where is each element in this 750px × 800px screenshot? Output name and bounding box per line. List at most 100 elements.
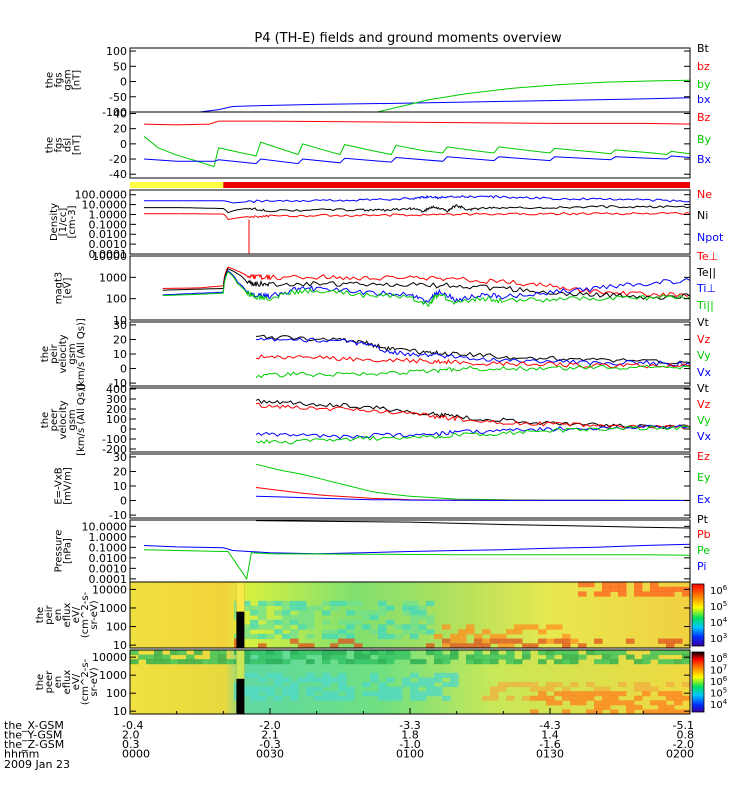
spectrogram-cell <box>450 650 459 656</box>
spectrogram-cell <box>242 659 251 665</box>
spectrogram-cell <box>378 659 387 665</box>
spectrogram-cell <box>450 677 459 683</box>
spectrogram-cell <box>418 682 427 688</box>
spectrogram-cell <box>282 619 291 625</box>
spectrogram-cell <box>610 700 619 706</box>
y-tick-label: -100 <box>102 106 127 119</box>
panel-frame <box>129 111 691 179</box>
spectrogram-cell <box>410 686 419 692</box>
y-axis-label-line: sr-eV) <box>89 667 100 696</box>
spectrogram-cell <box>666 638 675 644</box>
spectrogram-cell <box>578 691 587 697</box>
spectrogram-cell <box>626 700 635 706</box>
spectrogram-cell <box>474 643 483 649</box>
spectrogram-cell <box>370 672 379 678</box>
spectrogram-cell <box>330 629 339 635</box>
spectrogram-cell <box>338 686 347 692</box>
series-line-2 <box>255 354 690 369</box>
series-line-2 <box>255 520 690 529</box>
legend-entry: Ey <box>697 471 711 484</box>
spectrogram-cell <box>554 682 563 688</box>
spectrogram-cell <box>426 643 435 649</box>
spectrogram-cell <box>378 650 387 656</box>
x-axis-tick-label: -0.4 <box>122 719 143 732</box>
spectrogram-cell <box>258 659 267 665</box>
spectrogram-cell <box>602 695 611 701</box>
spectrogram-cell <box>538 629 547 635</box>
x-axis-tick-label: 1.4 <box>541 729 559 742</box>
y-axis-label-line: (cm^2-s- <box>80 658 91 705</box>
y-tick-label: -20 <box>109 153 127 166</box>
x-axis-row-label: the_X-GSM <box>4 719 64 732</box>
spectrogram-cell <box>250 672 259 678</box>
spectrogram-cell <box>602 591 611 597</box>
spectrogram-cell <box>610 586 619 592</box>
panel-peer_spec: 10810710610510410000100010010thepeerenef… <box>35 649 728 718</box>
colorbar-tick-exponent: 5 <box>723 600 727 608</box>
spectrogram-cell <box>290 650 299 656</box>
spectrogram-cell <box>338 638 347 644</box>
spectrogram-cell <box>186 654 195 660</box>
spectrogram-cell <box>370 691 379 697</box>
legend-entry: Ez <box>697 450 710 463</box>
spectrogram-cell <box>346 633 355 640</box>
spectrogram-cell <box>258 633 267 640</box>
spectrogram-cell <box>274 619 283 625</box>
spectrogram-cell <box>546 650 555 656</box>
spectrogram-cell <box>274 672 283 678</box>
spectrogram-cell <box>282 686 291 692</box>
spectrogram-gap <box>236 582 245 648</box>
y-axis-label-line: the <box>45 72 56 88</box>
spectrogram-cell <box>618 591 627 597</box>
y-tick-label: 200 <box>106 403 127 416</box>
spectrogram-gap-top <box>236 582 245 612</box>
spectrogram-cell <box>354 643 363 649</box>
spectrogram-cell <box>274 659 283 665</box>
spectrogram-cell <box>298 643 307 649</box>
x-axis-tick-label: 0030 <box>256 748 284 761</box>
spectrogram-cell <box>554 650 563 656</box>
spectrogram-cell <box>210 659 219 665</box>
spectrogram-cell <box>202 659 211 665</box>
spectrogram-cell <box>146 659 155 665</box>
spectrogram-cell <box>586 582 595 588</box>
spectrogram-cell <box>618 700 627 706</box>
spectrogram-cell <box>250 633 259 640</box>
spectrogram-cell <box>594 704 603 710</box>
series-line-1 <box>143 549 690 581</box>
spectrogram-cell <box>314 650 323 656</box>
y-tick-label: -10 <box>109 509 127 522</box>
spectrogram-cell <box>442 643 451 649</box>
spectrogram-cell <box>194 659 203 665</box>
spectrogram-cell <box>426 691 435 697</box>
spectrogram-cell <box>242 633 251 640</box>
spectrogram-cell <box>338 682 347 688</box>
spectrogram-cell <box>306 624 315 630</box>
spectrogram-cell <box>506 629 515 635</box>
y-tick-label: -40 <box>109 168 127 181</box>
spectrogram-cell <box>306 633 315 640</box>
spectrogram-cell <box>346 624 355 630</box>
spectrogram-cell <box>242 629 251 635</box>
spectrogram-cell <box>298 600 307 607</box>
spectrogram-cell <box>634 659 643 665</box>
y-axis-label-line: E=-VxB <box>54 467 65 504</box>
y-tick-label: 10.0000 <box>82 199 128 212</box>
spectrogram-cell <box>650 700 659 706</box>
x-axis-tick-label: 0130 <box>536 748 564 761</box>
spectrogram-cell <box>642 654 651 660</box>
spectrogram-cell <box>370 677 379 683</box>
spectrogram-cell <box>378 633 387 640</box>
spectrogram-cell <box>442 624 451 630</box>
colorbar-tick-exponent: 4 <box>723 616 728 624</box>
spectrogram-cell <box>258 624 267 630</box>
spectrogram-cell <box>322 629 331 635</box>
spectrogram-cell <box>338 695 347 701</box>
x-axis-tick-label: -1.6 <box>539 738 560 751</box>
y-tick-label: 1.0000 <box>89 531 128 544</box>
spectrogram-cell <box>434 659 443 665</box>
spectrogram-cell <box>626 654 635 660</box>
spectrogram-cell <box>362 682 371 688</box>
y-tick-label: 100 <box>106 621 127 634</box>
spectrogram-cell <box>658 659 667 665</box>
